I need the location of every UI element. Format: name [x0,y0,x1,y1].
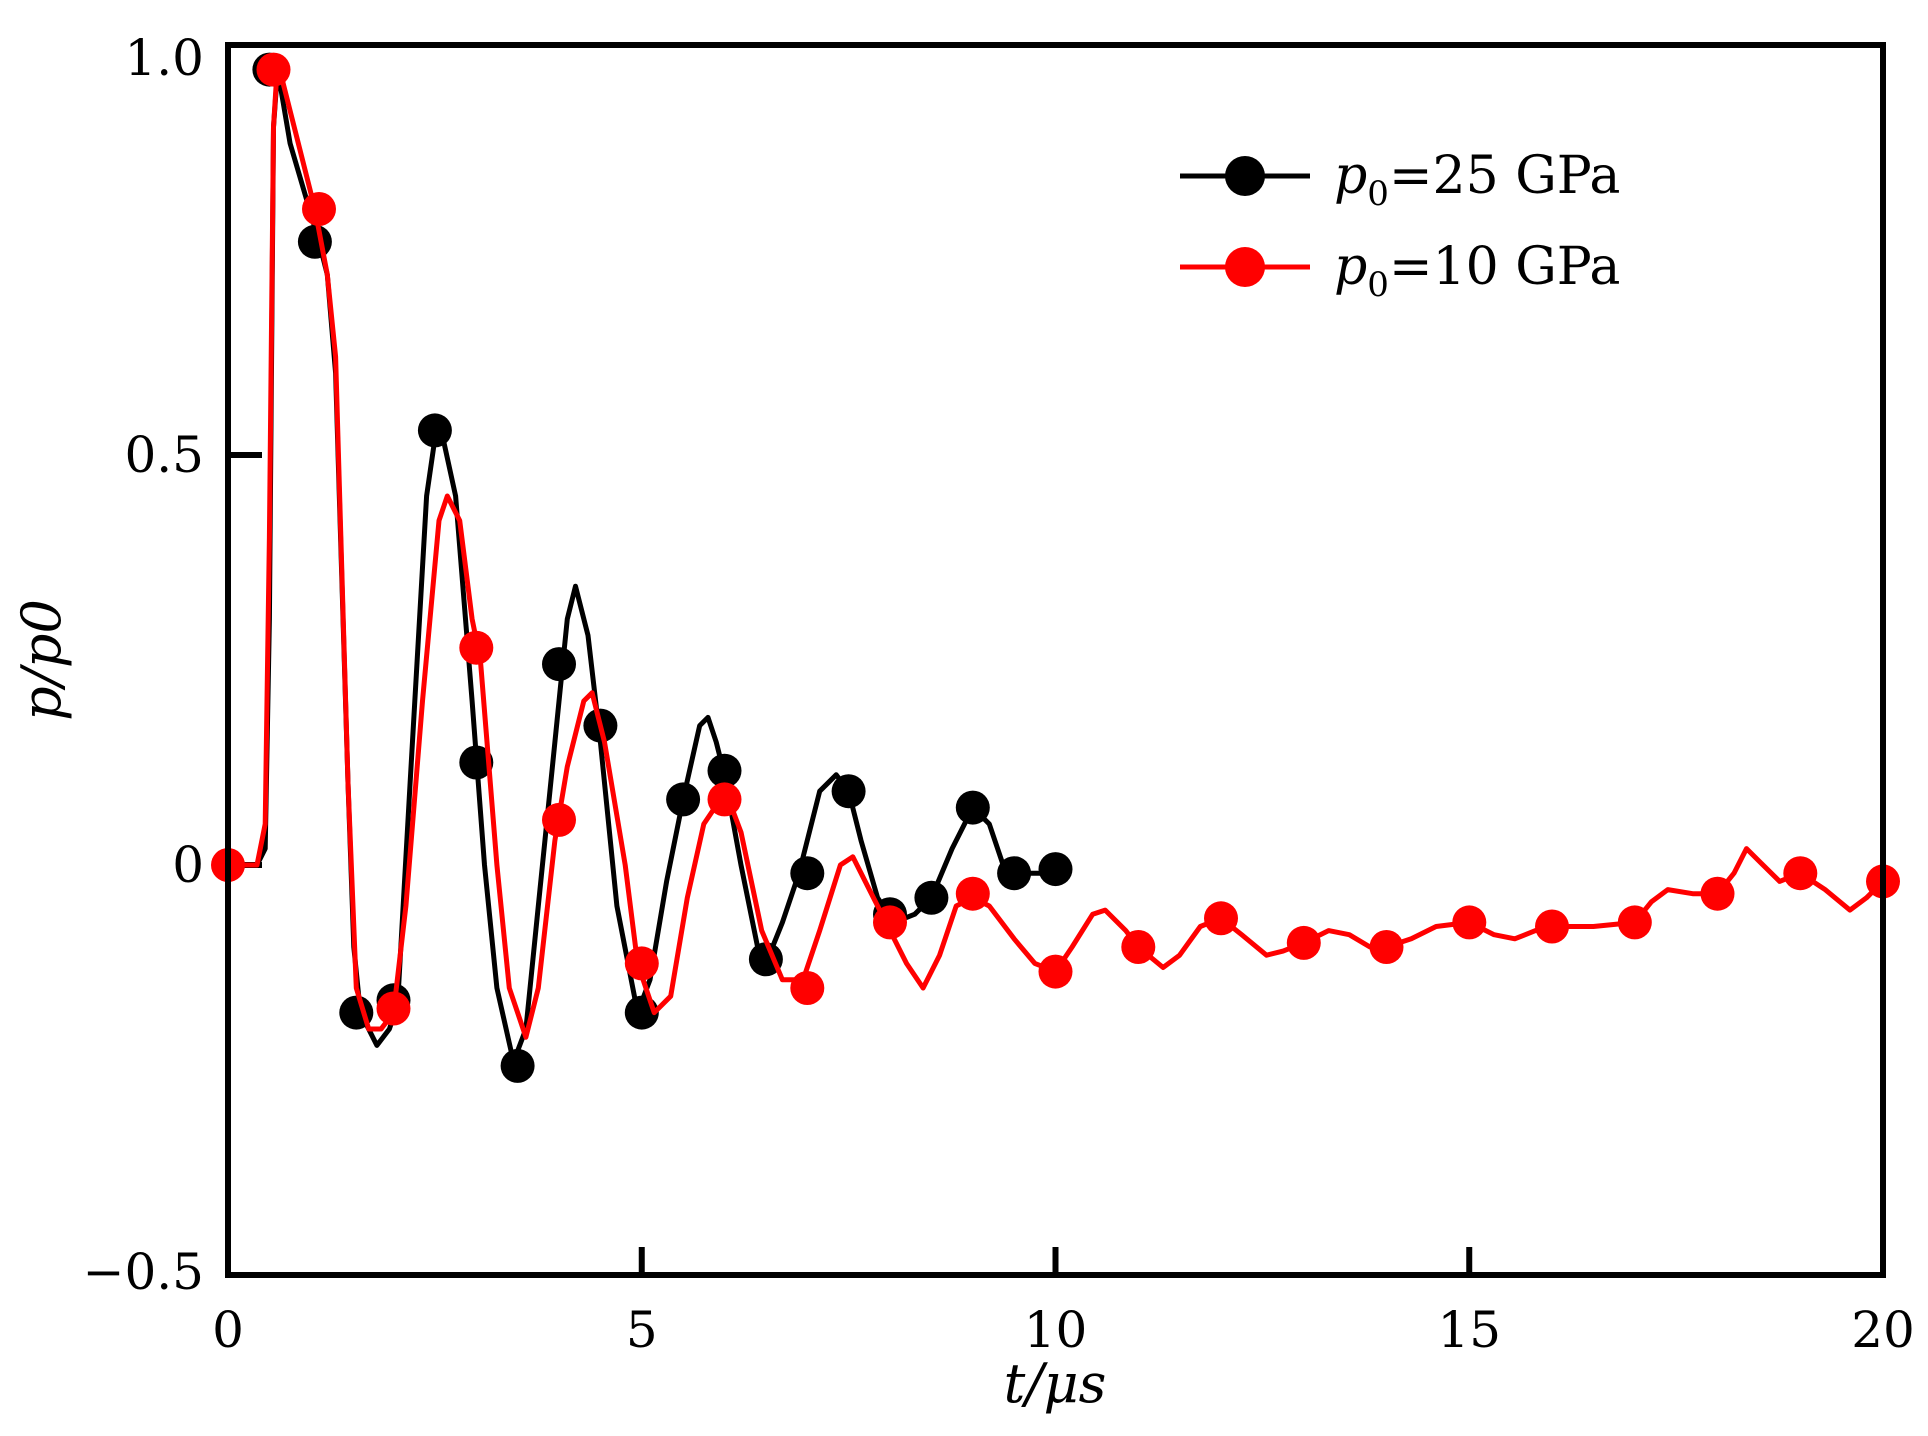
plot-frame [225,42,1886,1278]
data-point-red [459,630,494,665]
data-point-black [790,856,825,891]
x-tick-label: 0 [212,1301,244,1359]
legend-label-red: p0=10 GPa [1334,237,1620,305]
legend-label-red-sub: 0 [1367,265,1389,305]
data-point-red [1452,905,1487,940]
data-point-red [873,905,907,940]
x-tick-label: 5 [626,1301,658,1359]
x-tick-label: 10 [1024,1301,1088,1359]
data-point-black [417,413,452,448]
data-point-red [707,782,742,817]
legend-label-red-rest: =10 GPa [1389,237,1620,297]
x-axis-label: t/μs [1004,1352,1107,1415]
legend-label-black-main: p [1334,146,1367,206]
data-point-black [1038,852,1073,887]
data-point-red [790,971,825,1005]
data-point-red [1535,909,1569,944]
legend-label-black-sub: 0 [1367,174,1389,214]
data-point-red [624,946,659,981]
legend-entry-black: p0=25 GPa [1180,146,1620,214]
x-tick-label: 20 [1851,1301,1915,1359]
y-tick-label: 0.5 [124,426,204,484]
data-point-red [1783,856,1818,891]
legend-marker-red [1225,247,1265,287]
data-point-red [256,52,291,87]
data-point-red [1369,930,1404,964]
tick-labels: 0 5 10 15 20−0.500.51.0 [83,29,1915,1359]
data-point-black [542,647,576,682]
data-point-red [542,802,576,837]
legend-marker-black [1225,156,1265,196]
data-point-red [1700,876,1735,911]
data-point-black [831,774,866,809]
data-point-black [459,745,494,780]
y-axis-label: p/p0 [10,599,73,721]
legend-label-black-rest: =25 GPa [1389,146,1620,206]
data-point-red [1286,925,1321,960]
data-point-black [997,856,1032,891]
x-tick-label: 15 [1437,1301,1501,1359]
legend-label-black: p0=25 GPa [1334,146,1620,214]
legend-label-red-main: p [1334,237,1367,297]
data-point-black [297,224,332,259]
y-tick-label: −0.5 [83,1243,204,1301]
y-tick-label: 0 [172,836,204,894]
series-line-red [225,58,1886,1040]
data-point-red [1121,930,1156,964]
data-point-red [955,876,990,911]
data-point-red [1204,901,1238,936]
plot-series [211,52,1900,1083]
data-point-black [914,880,949,915]
data-point-black [666,782,701,817]
legend: p0=25 GPa p0=10 GPa [1180,146,1620,305]
data-point-black [500,1048,535,1083]
data-point-red [376,991,411,1026]
data-point-black [707,753,742,788]
data-point-black [748,942,783,977]
data-point-red [1038,954,1073,989]
legend-entry-red: p0=10 GPa [1180,237,1620,305]
data-point-red [1617,905,1652,940]
data-point-red [302,192,336,226]
y-tick-label: 1.0 [124,29,204,87]
data-point-black [955,790,990,825]
series-red [211,52,1900,1040]
